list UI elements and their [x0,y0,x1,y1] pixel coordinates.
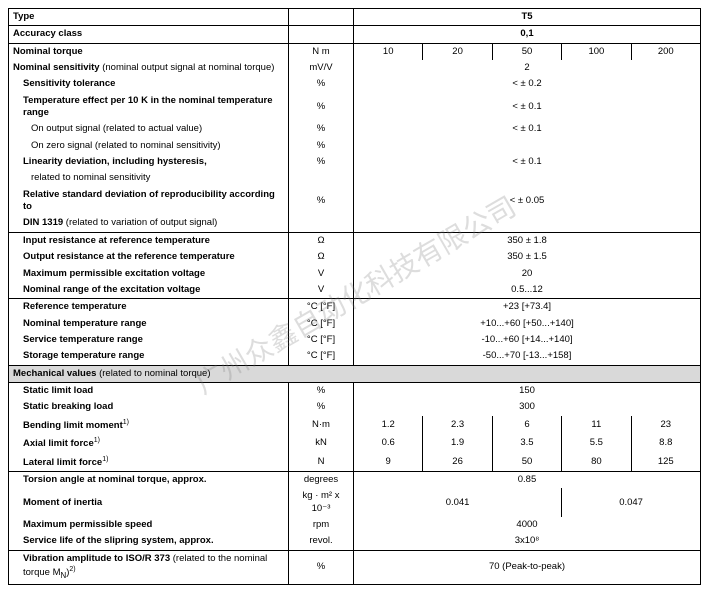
row-relstd: Relative standard deviation of reproduci… [9,187,701,216]
row-input-res: Input resistance at reference temperatur… [9,232,701,249]
row-mech-header: Mechanical values (related to nominal to… [9,365,701,382]
row-max-excit: Maximum permissible excitation voltage V… [9,266,701,282]
row-output-res: Output resistance at the reference tempe… [9,249,701,265]
row-type: Type T5 [9,9,701,26]
row-linearity2: related to nominal sensitivity [9,170,701,186]
row-axial: Axial limit force1) kN 0.6 1.9 3.5 5.5 8… [9,434,701,453]
row-accuracy: Accuracy class 0,1 [9,26,701,43]
row-inertia: Moment of inertia kg · m² x 10⁻³ 0.041 0… [9,488,701,517]
row-vibration: Vibration amplitude to ISO/R 373 (relate… [9,550,701,584]
row-max-speed: Maximum permissible speed rpm 4000 [9,517,701,533]
row-relstd2: DIN 1319 (related to variation of output… [9,215,701,232]
row-temp-zero: On zero signal (related to nominal sensi… [9,138,701,154]
row-torsion: Torsion angle at nominal torque, approx.… [9,472,701,489]
row-nom-temp: Nominal temperature range °C [°F] +10...… [9,316,701,332]
row-ref-temp: Reference temperature °C [°F] +23 [+73.4… [9,299,701,316]
row-linearity: Linearity deviation, including hysteresi… [9,154,701,170]
row-temp-output: On output signal (related to actual valu… [9,121,701,137]
row-bending: Bending limit moment1) N·m 1.2 2.3 6 11 … [9,416,701,435]
spec-table: Type T5 Accuracy class 0,1 Nominal torqu… [8,8,701,585]
row-static-break: Static breaking load % 300 [9,399,701,415]
row-sens-tol: Sensitivity tolerance % < ± 0.2 [9,76,701,92]
row-temp-effect: Temperature effect per 10 K in the nomin… [9,93,701,122]
row-storage-temp: Storage temperature range °C [°F] -50...… [9,348,701,365]
row-service-temp: Service temperature range °C [°F] -10...… [9,332,701,348]
accuracy-label: Accuracy class [9,26,289,43]
type-value: T5 [354,9,701,26]
row-nominal-torque: Nominal torque N m 10 20 50 100 200 [9,43,701,60]
row-nom-excit: Nominal range of the excitation voltage … [9,282,701,299]
row-lateral: Lateral limit force1) N 9 26 50 80 125 [9,453,701,472]
accuracy-value: 0,1 [354,26,701,43]
row-slipring: Service life of the slipring system, app… [9,533,701,550]
row-static-limit: Static limit load % 150 [9,382,701,399]
row-nominal-sensitivity: Nominal sensitivity (nominal output sign… [9,60,701,76]
type-label: Type [9,9,289,26]
